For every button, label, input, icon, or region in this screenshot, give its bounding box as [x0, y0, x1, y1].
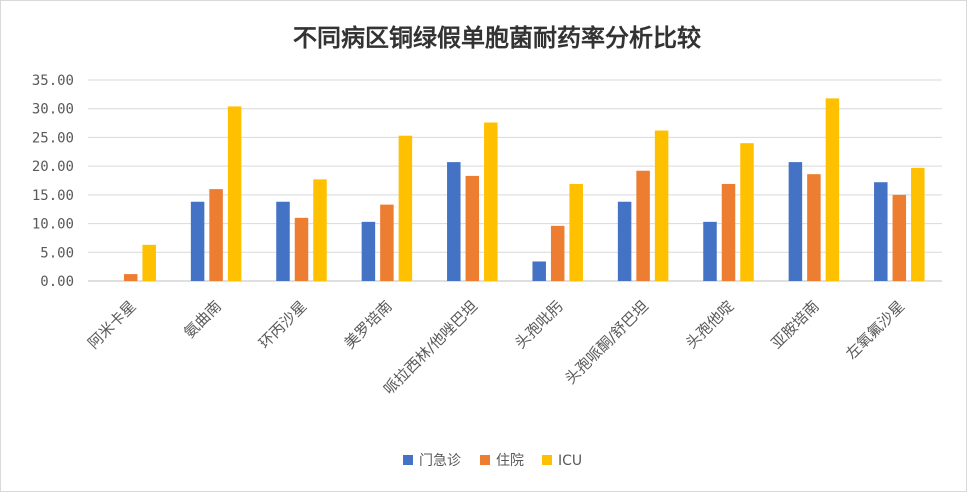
bar-icu — [227, 106, 242, 281]
y-tick-label: 0.00 — [40, 274, 74, 290]
bar-icu — [484, 122, 498, 281]
bar-icu — [911, 167, 925, 281]
bar-icu — [825, 98, 840, 282]
x-category-label: 头孢他啶 — [682, 297, 737, 352]
y-tick-label: 25.00 — [32, 130, 74, 146]
x-category-label: 头孢哌酮/舒巴坦 — [561, 297, 652, 388]
x-category-label: 左氧氟沙星 — [842, 297, 908, 363]
legend-swatch — [480, 455, 490, 465]
bar-inpatient — [380, 204, 394, 281]
bar-inpatient — [636, 170, 650, 281]
legend: 门急诊 住院 ICU — [403, 453, 582, 469]
bar-inpatient — [294, 217, 309, 281]
bar-icu — [398, 135, 413, 281]
bar-inpatient — [892, 194, 907, 281]
bar-inpatient — [465, 175, 480, 281]
bar-outpatient — [276, 201, 290, 281]
bar-outpatient — [703, 221, 717, 281]
y-tick-label: 15.00 — [32, 188, 74, 204]
bar-icu — [142, 244, 156, 281]
x-category-label: 氨曲南 — [180, 297, 225, 342]
legend-label: ICU — [558, 453, 582, 469]
y-tick-label: 5.00 — [40, 245, 74, 261]
bar-inpatient — [721, 183, 736, 281]
bar-inpatient — [807, 174, 821, 281]
legend-label: 门急诊 — [419, 453, 461, 469]
bar-icu — [313, 179, 327, 281]
bar-inpatient — [550, 225, 565, 281]
bar-icu — [740, 143, 754, 281]
bar-inpatient — [123, 274, 138, 281]
bar-inpatient — [209, 189, 223, 281]
bar-outpatient — [361, 221, 376, 281]
bar-outpatient — [874, 182, 888, 281]
legend-swatch — [403, 455, 413, 465]
x-category-label: 亚胺培南 — [768, 297, 823, 352]
chart-title: 不同病区铜绿假单胞菌耐药率分析比较 — [293, 24, 701, 52]
legend-label: 住院 — [496, 453, 524, 469]
y-tick-label: 20.00 — [32, 159, 74, 175]
y-axis-ticks: 0.00 5.00 10.00 15.00 20.00 25.00 30.00 35.00 — [32, 73, 74, 290]
x-category-label: 哌拉西林/他唑巴坦 — [380, 297, 481, 398]
y-tick-label: 30.00 — [32, 102, 74, 118]
bars — [123, 98, 925, 282]
x-category-label: 头孢吡肟 — [511, 297, 566, 352]
y-tick-label: 10.00 — [32, 217, 74, 233]
x-category-label: 美罗培南 — [341, 297, 396, 352]
y-tick-label: 35.00 — [32, 73, 74, 89]
bar-outpatient — [617, 201, 632, 281]
bar-icu — [569, 183, 583, 281]
legend-swatch — [542, 455, 552, 465]
x-category-label: 环丙沙星 — [255, 297, 310, 352]
x-category-label: 阿米卡星 — [84, 297, 139, 352]
bar-outpatient — [447, 162, 461, 281]
bar-icu — [654, 130, 669, 281]
bar-outpatient — [190, 201, 205, 281]
bar-outpatient — [532, 261, 546, 281]
bar-outpatient — [788, 162, 803, 281]
